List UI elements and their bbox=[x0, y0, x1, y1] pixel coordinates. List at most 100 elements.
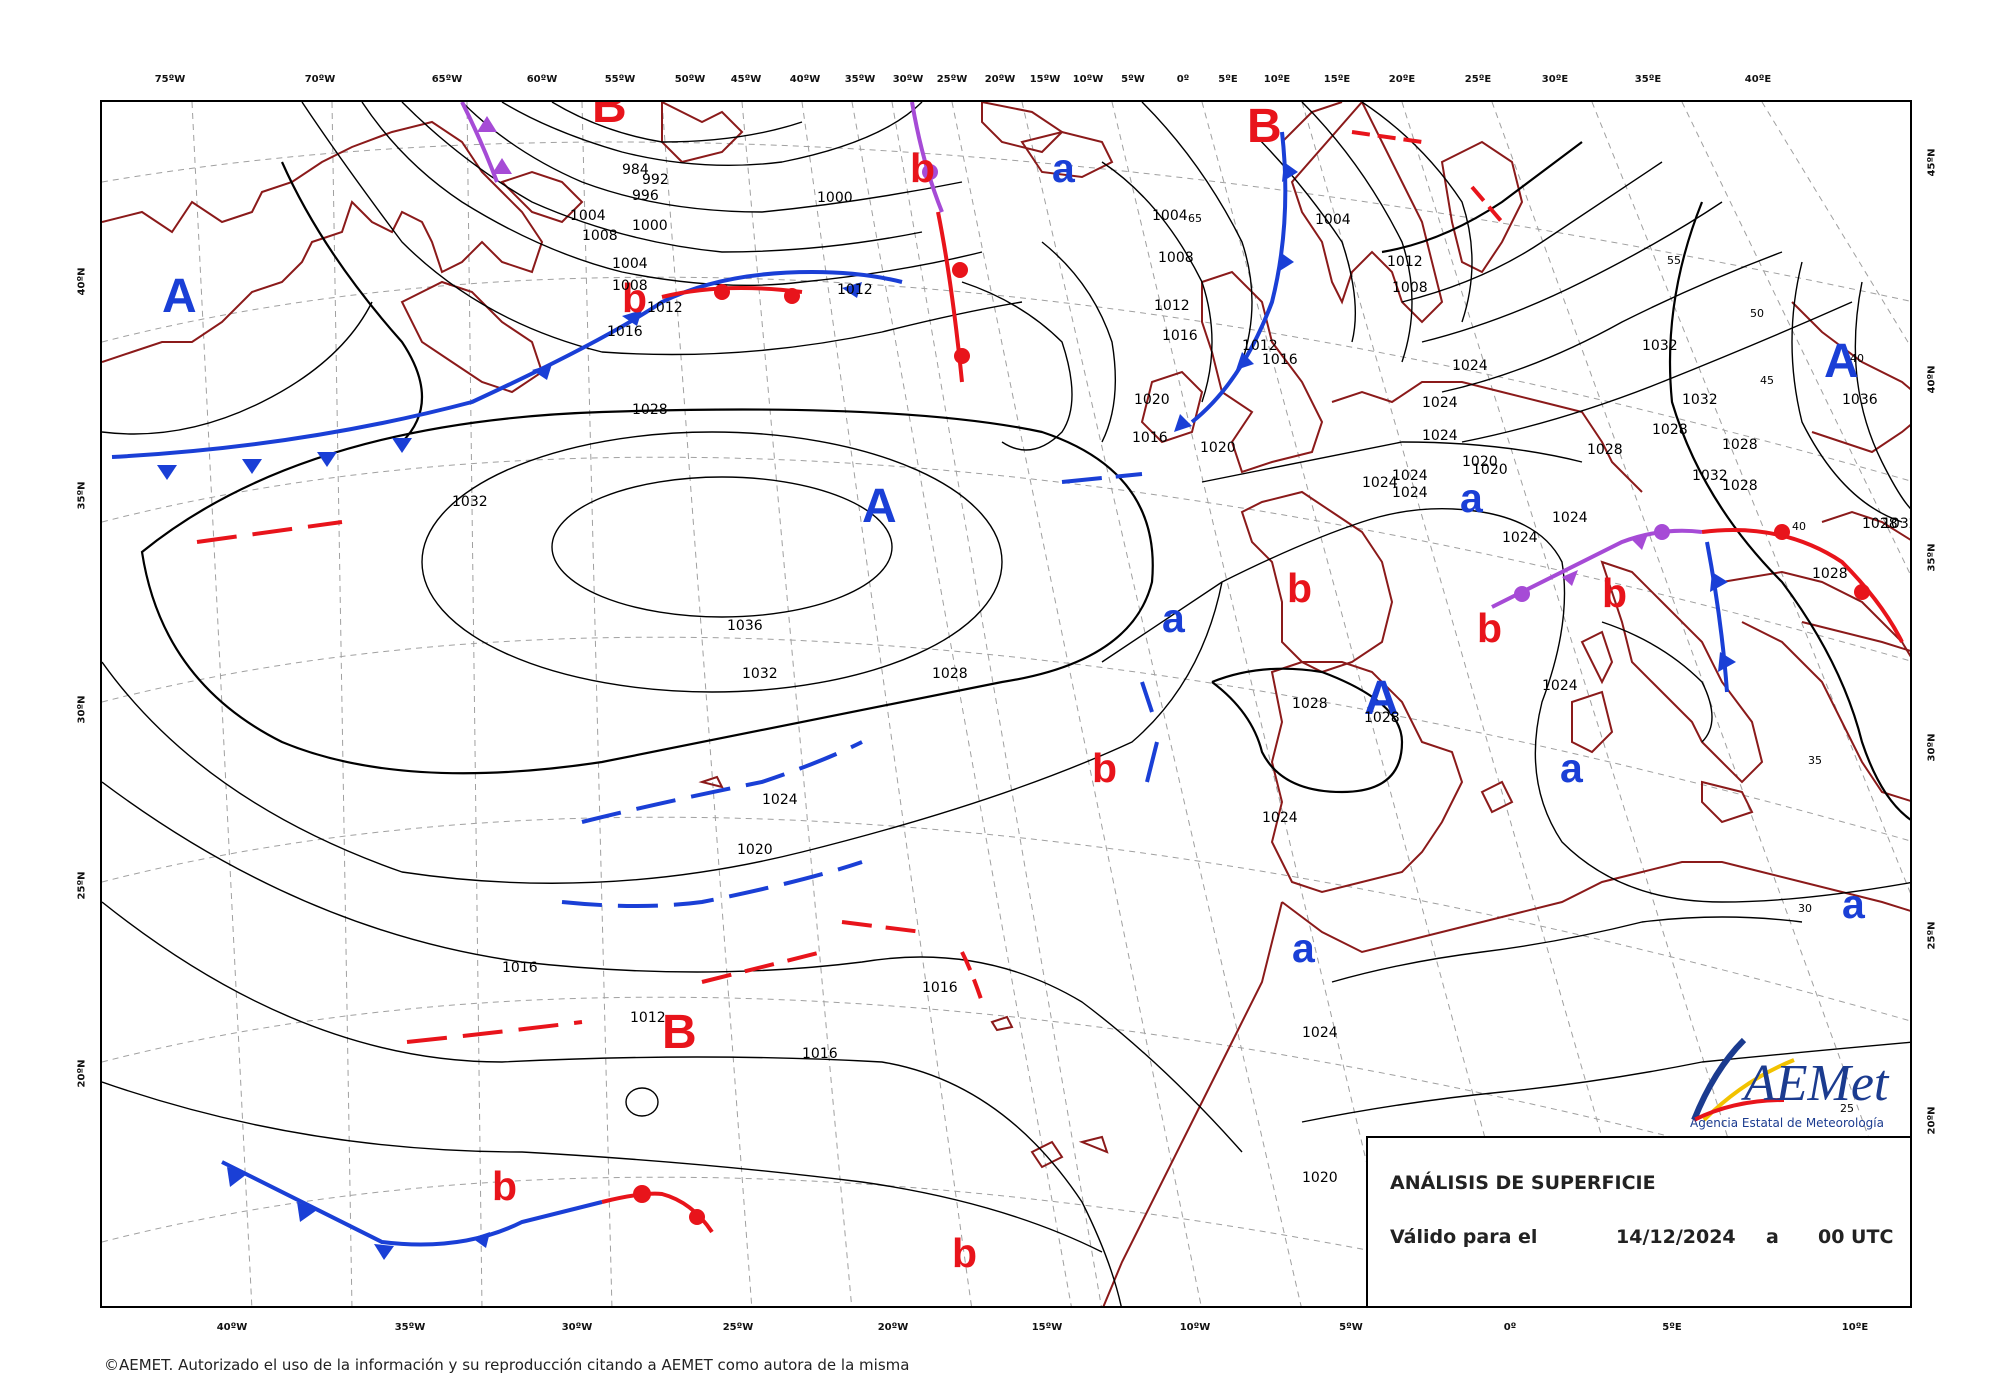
isobar-label: 1008 bbox=[1392, 280, 1428, 296]
isobar-label: 1024 bbox=[1502, 530, 1538, 546]
logo-subtitle: Agencia Estatal de Meteorología bbox=[1690, 1116, 1884, 1130]
isobar-label: 1024 bbox=[1362, 475, 1398, 491]
isobar-label: 1016 bbox=[1262, 352, 1298, 368]
valid-at-word: a bbox=[1766, 1226, 1779, 1248]
right-lat-label: 40ºN bbox=[1926, 365, 1938, 394]
isobar-label: 1004 bbox=[1315, 212, 1351, 228]
pressure-center-a: a bbox=[1292, 925, 1316, 971]
isobar-label: 1020 bbox=[1462, 454, 1498, 470]
isobar-labels: 1036103210321032102810281028102410201016… bbox=[452, 162, 1910, 1186]
graticule-lat-label: 45 bbox=[1760, 374, 1774, 387]
pressure-center-a: a bbox=[1842, 881, 1866, 927]
fronts bbox=[111, 102, 1904, 1260]
valid-date: 14/12/2024 bbox=[1616, 1226, 1736, 1248]
graticule-lat-label: 25 bbox=[1840, 1102, 1854, 1115]
isobar-label: 1016 bbox=[1162, 328, 1198, 344]
copyright-notice: ©AEMET. Autorizado el uso de la informac… bbox=[104, 1356, 910, 1374]
pressure-center-B: B bbox=[1247, 102, 1282, 153]
valid-time: 00 UTC bbox=[1818, 1226, 1894, 1248]
top-lon-label: 15ºE bbox=[1323, 74, 1351, 85]
isobar-label: 1008 bbox=[582, 228, 618, 244]
isobar-label: 1028 bbox=[1722, 437, 1758, 453]
isobar-label: 1024 bbox=[1392, 468, 1428, 484]
top-lon-label: 70ºW bbox=[304, 74, 336, 85]
bottom-lon-label: 35ºW bbox=[394, 1322, 426, 1333]
isobar-label: 1016 bbox=[607, 324, 643, 340]
pressure-center-b: b bbox=[952, 1230, 977, 1276]
top-lon-label: 35ºE bbox=[1634, 74, 1662, 85]
pressure-center-A: A bbox=[1824, 335, 1859, 388]
isobar-label: 1020 bbox=[737, 842, 773, 858]
left-lat-label: 20ºN bbox=[76, 1059, 88, 1088]
isobar-label: 996 bbox=[632, 188, 659, 204]
coastlines bbox=[102, 102, 1910, 1306]
top-lon-label: 40ºE bbox=[1744, 74, 1772, 85]
top-lon-label: 10ºE bbox=[1263, 74, 1291, 85]
left-lat-label: 40ºN bbox=[76, 267, 88, 296]
isobar-label: 1028 bbox=[932, 666, 968, 682]
pressure-center-a: a bbox=[1560, 745, 1584, 791]
bottom-lon-label: 15ºW bbox=[1031, 1322, 1063, 1333]
pressure-center-b: b bbox=[1287, 565, 1312, 611]
graticule-lat-label: 50 bbox=[1750, 307, 1764, 320]
pressure-center-b: b bbox=[1092, 745, 1117, 791]
pressure-center-a: a bbox=[1052, 145, 1076, 191]
isobar-label: 992 bbox=[642, 172, 669, 188]
bottom-lon-label: 0º bbox=[1503, 1322, 1517, 1333]
isobar-label: 1032 bbox=[1682, 392, 1718, 408]
isobar-label: 1020 bbox=[1472, 462, 1508, 478]
pressure-center-A: A bbox=[162, 270, 197, 323]
right-lat-label: 25ºN bbox=[1926, 921, 1938, 950]
bottom-lon-label: 25ºW bbox=[722, 1322, 754, 1333]
isobar-label: 1012 bbox=[647, 300, 683, 316]
left-lat-label: 25ºN bbox=[76, 871, 88, 900]
top-lon-label: 5ºE bbox=[1218, 74, 1238, 85]
top-lon-label: 15ºW bbox=[1029, 74, 1061, 85]
isobar-label: 1028 bbox=[1722, 478, 1758, 494]
isobar-label: 1028 bbox=[1812, 566, 1848, 582]
graticule bbox=[102, 102, 1910, 1306]
isobar-label: 1012 bbox=[1154, 298, 1190, 314]
isobar-label: 1032 bbox=[1692, 468, 1728, 484]
graticule-lat-label: 35 bbox=[1808, 754, 1822, 767]
bottom-lon-label: 40ºW bbox=[216, 1322, 248, 1333]
pressure-centers: A A A A B B Bb b b b b b b b a a a a a a bbox=[162, 102, 1866, 1276]
isobar-label: 1024 bbox=[1542, 678, 1578, 694]
isobar-label: 1028 bbox=[1364, 710, 1400, 726]
bottom-lon-label: 10ºE bbox=[1841, 1322, 1869, 1333]
graticule-lat-label: 55 bbox=[1667, 254, 1681, 267]
bottom-lon-label: 30ºW bbox=[561, 1322, 593, 1333]
top-lon-label: 65ºW bbox=[431, 74, 463, 85]
isobar-label: 1032 bbox=[742, 666, 778, 682]
top-lon-label: 20ºE bbox=[1388, 74, 1416, 85]
top-lon-label: 5ºW bbox=[1121, 74, 1145, 85]
isobar-label: 1024 bbox=[1422, 395, 1458, 411]
graticule-lat-label: 40 bbox=[1850, 352, 1864, 365]
isobar-label: 1016 bbox=[502, 960, 538, 976]
top-lon-label: 10ºW bbox=[1072, 74, 1104, 85]
graticule-lat-label: 40 bbox=[1792, 520, 1806, 533]
isobar-label: 1024 bbox=[1452, 358, 1488, 374]
isobar-label: 1028 bbox=[1587, 442, 1623, 458]
isobar-label: 1016 bbox=[922, 980, 958, 996]
pressure-center-b: b bbox=[622, 275, 647, 321]
isobar-label: 1020 bbox=[1134, 392, 1170, 408]
top-lon-label: 0º bbox=[1176, 74, 1190, 85]
isobar-label: 1004 bbox=[612, 256, 648, 272]
isobar-label: 1024 bbox=[1262, 810, 1298, 826]
bottom-lon-label: 10ºW bbox=[1179, 1322, 1211, 1333]
isobar-label: 1004 bbox=[570, 208, 606, 224]
right-lat-label: 20ºN bbox=[1926, 1106, 1938, 1135]
isobar-label: 1028 bbox=[1652, 422, 1688, 438]
isobar-label: 1012 bbox=[630, 1010, 666, 1026]
isobar-label: 1020 bbox=[1302, 1170, 1338, 1186]
pressure-center-a: a bbox=[1460, 475, 1484, 521]
isobar-label: 1000 bbox=[632, 218, 668, 234]
isobar-label: 1012 bbox=[1387, 254, 1423, 270]
right-lat-label: 45ºN bbox=[1926, 148, 1938, 177]
isobar-label: 1036 bbox=[727, 618, 763, 634]
isobar-label: 1032 bbox=[452, 494, 488, 510]
isobar-label: 1024 bbox=[1302, 1025, 1338, 1041]
bottom-lon-label: 5ºE bbox=[1662, 1322, 1682, 1333]
